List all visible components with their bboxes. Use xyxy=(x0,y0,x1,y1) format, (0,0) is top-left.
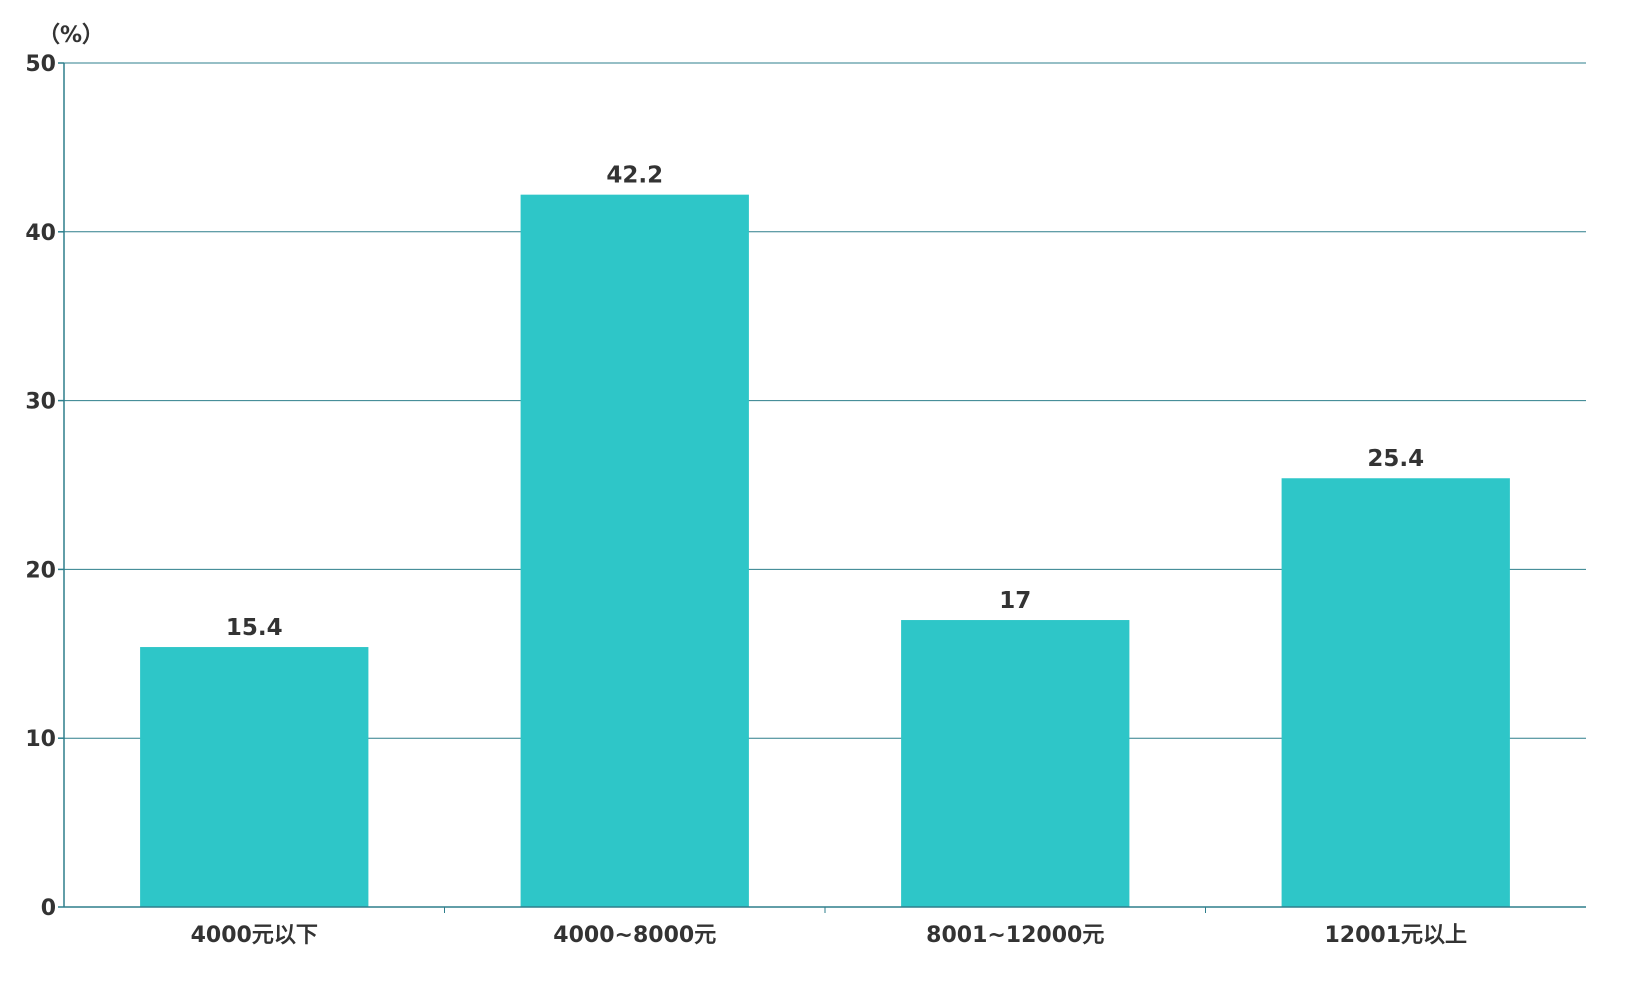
data-label-2: 42.2 xyxy=(606,163,663,189)
y-tick-label: 30 xyxy=(25,390,56,415)
data-label-4: 25.4 xyxy=(1367,446,1424,472)
x-category-label-1: 4000元以下 xyxy=(191,923,318,948)
bar-2 xyxy=(520,194,749,907)
labels: 0 10 20 30 40 50 15.4 4000元以下 42.2 4000~8000元 17 80… xyxy=(25,52,1467,948)
bars xyxy=(140,194,1510,907)
x-category-label-3: 8001~12000元 xyxy=(926,923,1104,948)
y-tick-label: 0 xyxy=(41,896,56,921)
y-tick-label: 50 xyxy=(25,52,56,77)
data-label-3: 17 xyxy=(999,588,1031,614)
y-tick-label: 10 xyxy=(25,727,56,752)
bar-3 xyxy=(901,620,1130,907)
data-label-1: 15.4 xyxy=(226,615,283,641)
x-category-label-2: 4000~8000元 xyxy=(553,923,716,948)
bar-1 xyxy=(140,647,369,907)
y-unit-label: （%） xyxy=(38,23,104,48)
bar-4 xyxy=(1281,478,1510,907)
y-tick-label: 40 xyxy=(25,221,56,246)
axes xyxy=(58,62,1586,913)
y-tick-label: 20 xyxy=(25,558,56,583)
x-category-label-4: 12001元以上 xyxy=(1324,923,1467,948)
